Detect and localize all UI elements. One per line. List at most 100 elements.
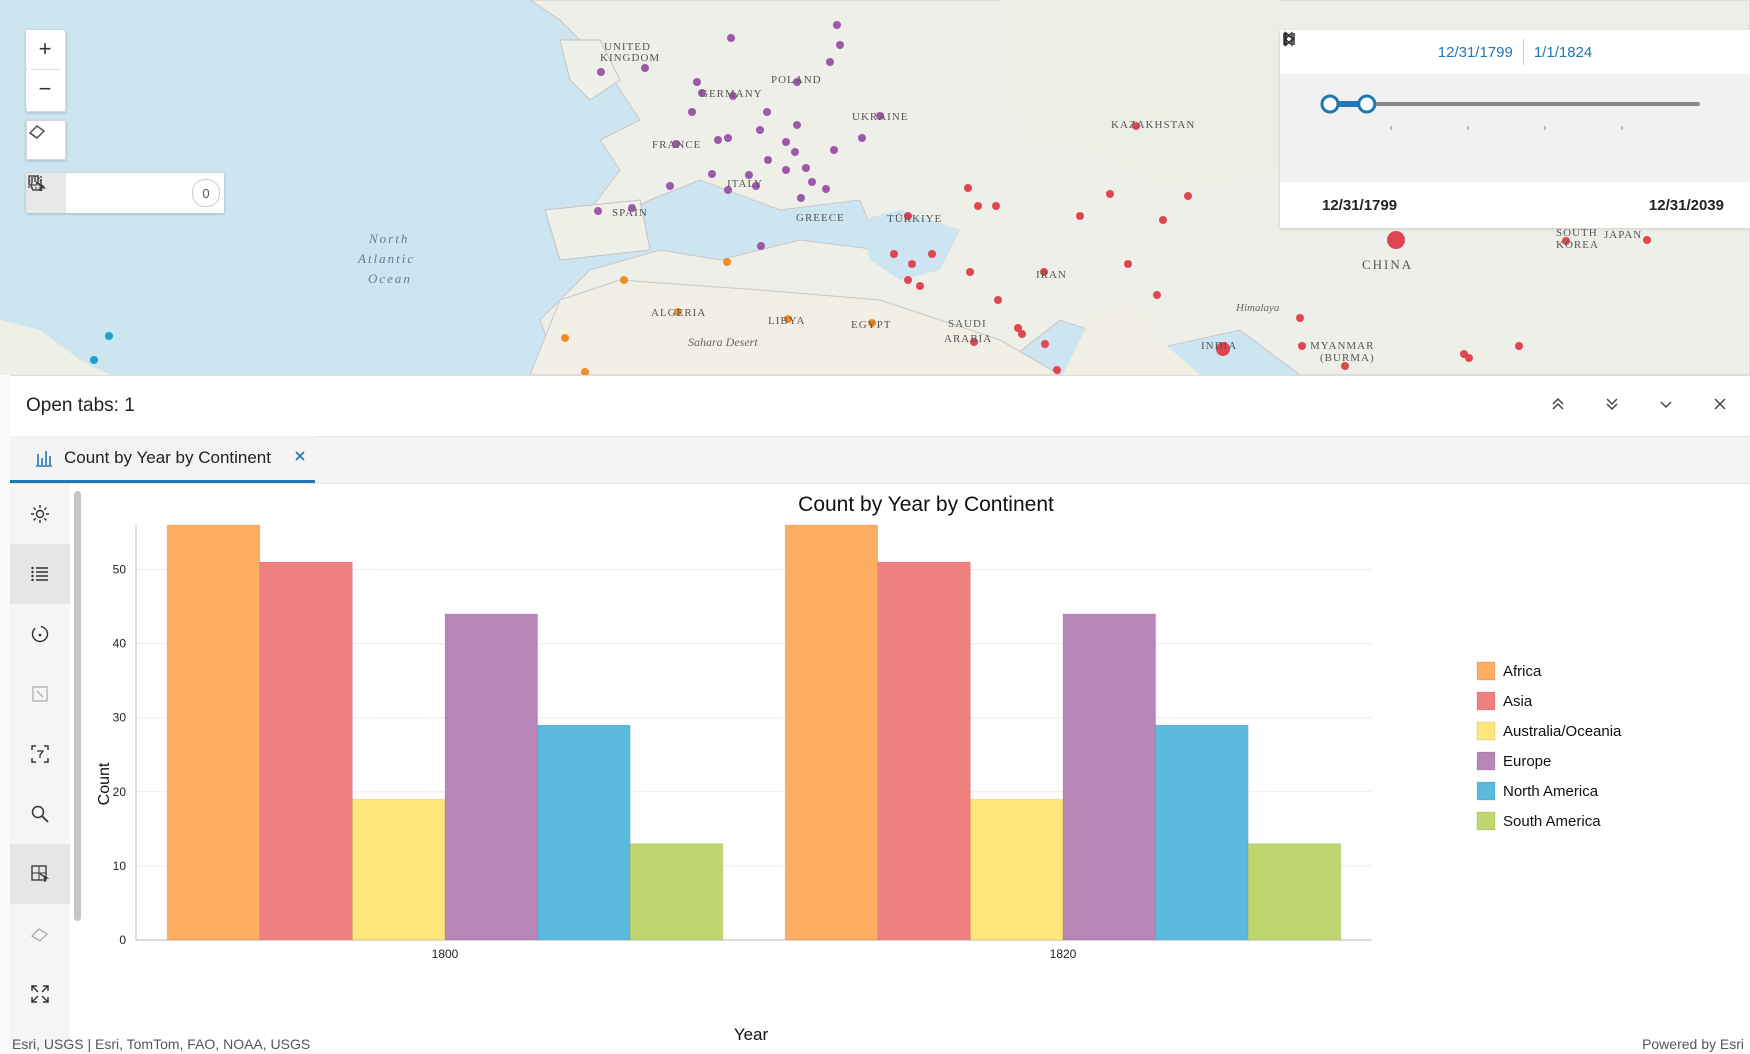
- fullscreen-button[interactable]: [10, 964, 70, 1024]
- magnifier-icon: [31, 805, 49, 823]
- chart-area: Count by Year by Continent 0 10 20 30 40 50 1…: [86, 484, 1750, 1049]
- bar: [537, 724, 631, 941]
- svg-text:UNITED: UNITED: [604, 41, 651, 53]
- zoom-in-button[interactable]: +: [26, 30, 64, 68]
- select-tool-button[interactable]: [28, 173, 106, 213]
- slider-footer: 12/31/1799 12/31/2039: [1280, 31, 1750, 228]
- full-start-label: 12/31/1799: [1322, 196, 1398, 214]
- map-attribution-powered[interactable]: Powered by Esri: [1642, 1036, 1744, 1052]
- rotate-chart-button[interactable]: [10, 604, 70, 664]
- tab-count-by-year[interactable]: Count by Year by Continent: [10, 436, 315, 483]
- time-slider: 12/31/1799 1/1/1824 12/31/1799 12/3: [1280, 30, 1750, 228]
- map-attribution: Esri, USGS | Esri, TomTom, FAO, NOAA, US…: [12, 1036, 311, 1052]
- svg-text:LIBYA: LIBYA: [768, 315, 805, 327]
- restore-button[interactable]: [1604, 396, 1620, 417]
- eraser-icon: [28, 125, 46, 139]
- track-ticks: [1390, 126, 1623, 130]
- svg-text:ALGERIA: ALGERIA: [651, 307, 706, 319]
- svg-text:EGYPT: EGYPT: [851, 319, 891, 331]
- slider-track[interactable]: [1280, 74, 1750, 182]
- erase-button[interactable]: [26, 120, 66, 160]
- sidebar-scrollbar[interactable]: [74, 491, 81, 921]
- y-tick-label: 10: [113, 859, 127, 873]
- y-tick-label: 20: [113, 785, 127, 799]
- gear-icon: [31, 505, 49, 523]
- bar: [629, 843, 724, 941]
- bar: [351, 798, 446, 941]
- svg-text:Himalaya: Himalaya: [1235, 302, 1280, 314]
- bar-chart: Count by Year by Continent 0 10 20 30 40 50 1…: [96, 493, 1622, 1044]
- svg-text:KINGDOM: KINGDOM: [600, 52, 660, 64]
- clear-selection-button[interactable]: [10, 904, 70, 964]
- legend-label: Asia: [1503, 693, 1533, 710]
- x-axis-label: Year: [734, 1025, 769, 1044]
- legend-label: South America: [1503, 813, 1601, 830]
- chart-sidebar: [10, 484, 70, 1049]
- x-tick-label: 1820: [1050, 947, 1077, 961]
- lasso-select-button[interactable]: [28, 173, 186, 213]
- chart-settings-button[interactable]: [10, 484, 70, 544]
- time-range-display: 12/31/1799 1/1/1824: [1280, 30, 1750, 74]
- svg-text:GERMANY: GERMANY: [700, 88, 763, 100]
- bar: [784, 524, 879, 941]
- bar: [1155, 724, 1249, 941]
- legend-list-button[interactable]: [10, 544, 70, 604]
- bar: [444, 613, 539, 941]
- switch-selection-icon: [31, 865, 50, 883]
- close-icon: [295, 450, 305, 461]
- legend-swatch: [1476, 721, 1496, 741]
- end-handle[interactable]: [1357, 94, 1377, 114]
- y-tick-label: 30: [113, 711, 127, 725]
- svg-text:FRANCE: FRANCE: [652, 139, 701, 151]
- selection-count-badge: 0: [192, 179, 220, 207]
- next-icon: [1283, 31, 1295, 47]
- zoom-divider: [30, 69, 60, 70]
- legend-label: North America: [1503, 783, 1599, 800]
- tab-bar: Count by Year by Continent: [10, 436, 1750, 484]
- legend-label: Australia/Oceania: [1503, 723, 1622, 740]
- x-tick-label: 1800: [432, 947, 459, 961]
- svg-text:IRAN: IRAN: [1036, 269, 1067, 281]
- tab-label: Count by Year by Continent: [64, 448, 271, 467]
- y-axis-label: Count: [96, 762, 113, 805]
- svg-text:Ocean: Ocean: [368, 271, 412, 286]
- legend-swatch: [1476, 661, 1496, 681]
- svg-text:UKRAINE: UKRAINE: [852, 111, 909, 123]
- close-panel-button[interactable]: [1712, 396, 1728, 417]
- panel-header: Open tabs: 1: [10, 376, 1750, 436]
- switch-selection-button[interactable]: [10, 844, 70, 904]
- svg-text:SOUTH: SOUTH: [1556, 227, 1598, 239]
- chart-panel: Open tabs: 1 Count by Year by Continent …: [10, 375, 1750, 1049]
- svg-text:Sahara Desert: Sahara Desert: [688, 335, 758, 349]
- lasso-select-icon: [28, 175, 46, 192]
- svg-text:GREECE: GREECE: [796, 212, 845, 224]
- maximize-button[interactable]: [1550, 396, 1566, 417]
- legend-swatch: [1476, 751, 1496, 771]
- rectangle-select-button[interactable]: [28, 173, 146, 213]
- zoom-to-selection-button[interactable]: [10, 784, 70, 844]
- full-end-label: 12/31/2039: [1648, 196, 1724, 214]
- bar: [166, 524, 261, 941]
- svg-text:TÜRKIYE: TÜRKIYE: [887, 213, 942, 225]
- close-icon: [1714, 397, 1726, 410]
- bar: [1247, 843, 1342, 941]
- range-separator: [1522, 39, 1524, 65]
- chevron-down-icon: [1660, 400, 1672, 408]
- svg-text:SAUDI: SAUDI: [948, 318, 987, 330]
- chart-title: Count by Year by Continent: [798, 493, 1054, 516]
- svg-text:ITALY: ITALY: [727, 178, 763, 190]
- close-tab-button[interactable]: [293, 449, 307, 468]
- svg-text:INDIA: INDIA: [1201, 340, 1237, 352]
- filter-by-extent-button[interactable]: [10, 664, 70, 724]
- start-handle[interactable]: [1320, 94, 1340, 114]
- zoom-out-button[interactable]: −: [26, 70, 64, 108]
- pan-tool-button[interactable]: [26, 173, 66, 213]
- selection-filter-button[interactable]: [10, 724, 70, 784]
- svg-text:ARABIA: ARABIA: [944, 333, 992, 345]
- svg-text:JAPAN: JAPAN: [1604, 229, 1642, 241]
- map-view[interactable]: UNITED KINGDOM GERMANY POLAND UKRAINE KAZAK…: [0, 0, 1750, 375]
- range-end-label: 1/1/1824: [1533, 43, 1593, 61]
- range-start-label: 12/31/1799: [1437, 43, 1513, 61]
- svg-text:SPAIN: SPAIN: [612, 207, 648, 219]
- minimize-button[interactable]: [1658, 396, 1674, 417]
